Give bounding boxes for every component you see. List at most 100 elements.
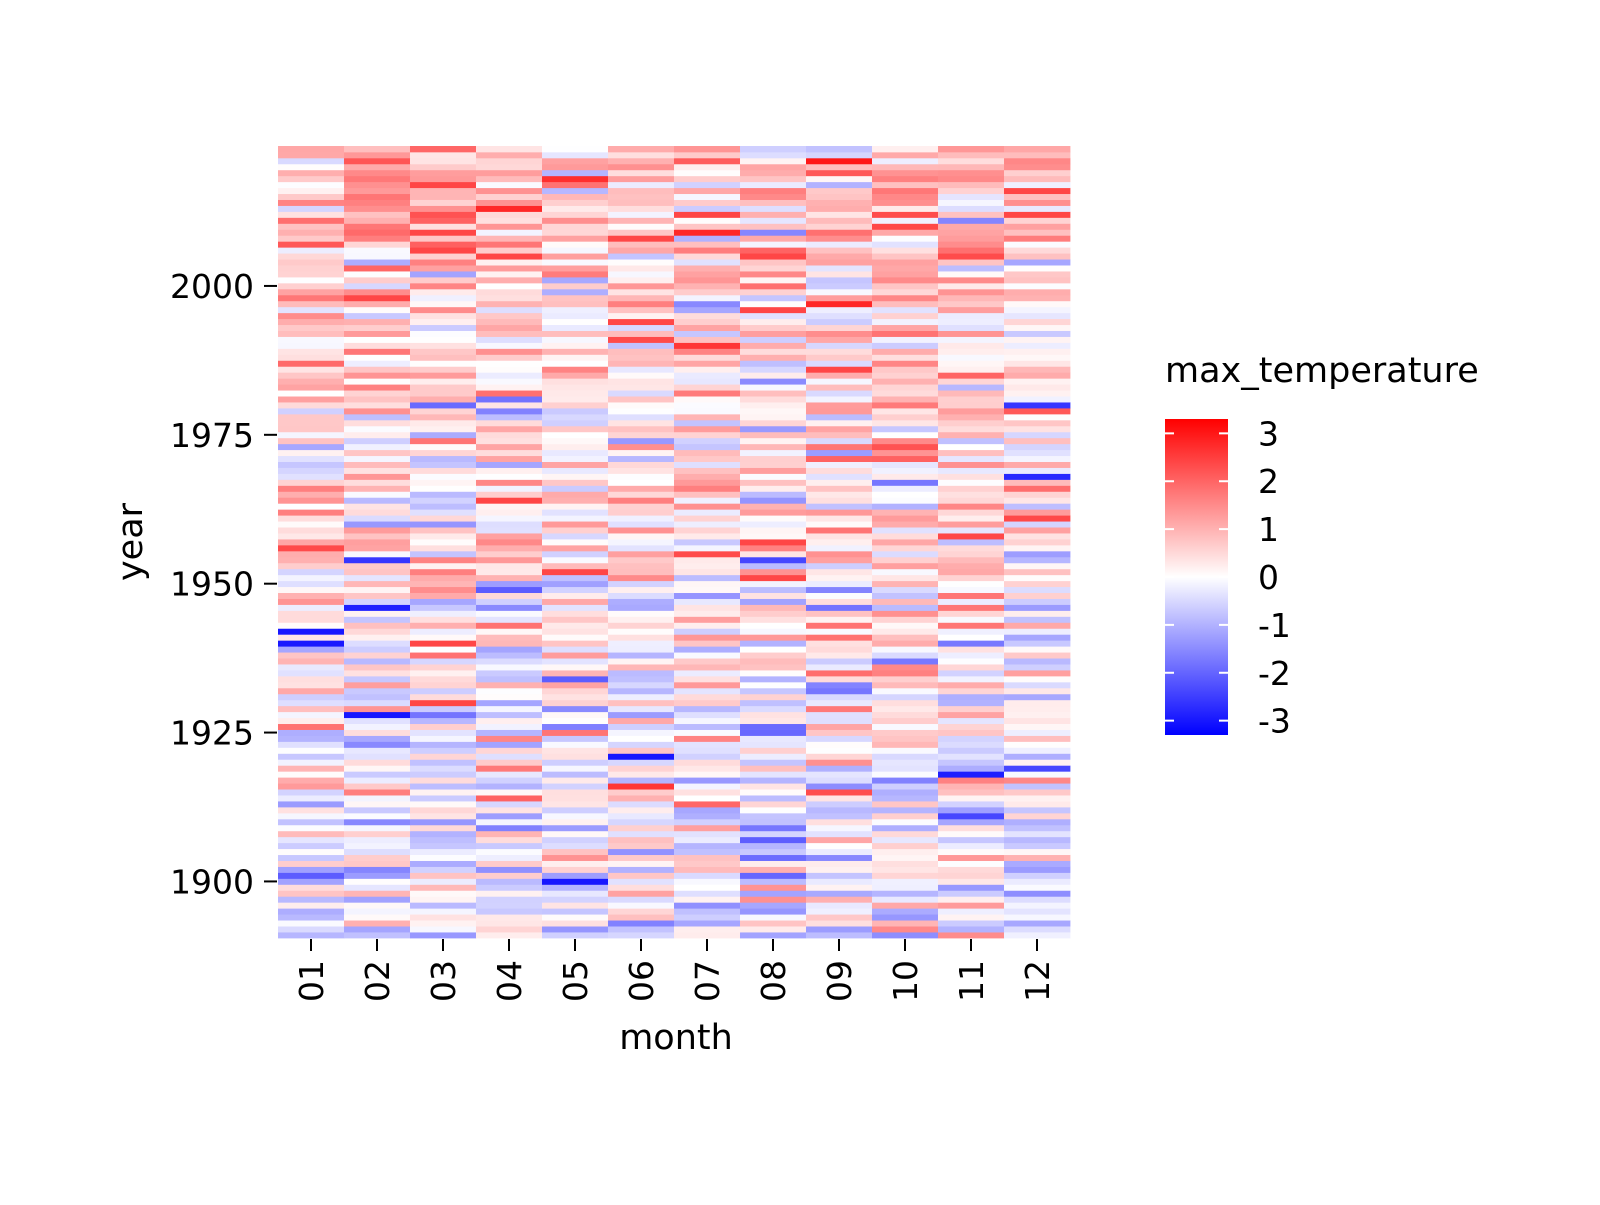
heatmap-cell — [872, 211, 939, 218]
heatmap-cell — [476, 729, 543, 736]
heatmap-cell — [410, 443, 477, 451]
heatmap-cell — [872, 241, 939, 248]
heatmap-cell — [410, 539, 477, 546]
heatmap-cell — [806, 914, 873, 921]
heatmap-cell — [410, 884, 477, 891]
heatmap-cell — [344, 217, 411, 224]
heatmap-cell — [344, 342, 411, 349]
heatmap-cell — [542, 217, 609, 224]
heatmap-cell — [278, 830, 345, 838]
heatmap-cell — [872, 687, 939, 695]
heatmap-cell — [410, 402, 477, 409]
heatmap-cell — [608, 330, 675, 337]
heatmap-cell — [344, 550, 411, 558]
heatmap-cell — [542, 812, 609, 820]
heatmap-cell — [542, 390, 609, 397]
heatmap-cell — [1004, 771, 1071, 778]
heatmap-cell — [938, 443, 1005, 451]
heatmap-cell — [410, 610, 477, 617]
heatmap-cell — [872, 253, 939, 260]
heatmap-cell — [938, 342, 1005, 349]
heatmap-cell — [674, 681, 741, 689]
heatmap-cell — [1004, 318, 1071, 326]
heatmap-cell — [278, 199, 345, 206]
heatmap-cell — [344, 860, 411, 867]
heatmap-cell — [806, 533, 873, 540]
heatmap-cell — [410, 366, 477, 373]
heatmap-cell — [740, 205, 807, 212]
heatmap-cell — [608, 580, 675, 588]
heatmap-cell — [872, 169, 939, 177]
heatmap-cell — [410, 157, 477, 165]
heatmap-cell — [542, 646, 609, 653]
heatmap-cell — [1004, 914, 1071, 921]
heatmap-cell — [674, 336, 741, 343]
heatmap-cell — [410, 628, 477, 635]
heatmap-cell — [344, 622, 411, 629]
heatmap-cell — [806, 330, 873, 337]
heatmap-cell — [410, 866, 477, 873]
heatmap-cell — [1004, 396, 1071, 403]
heatmap-cell — [872, 265, 939, 272]
heatmap-cell — [542, 789, 609, 796]
heatmap-cell — [344, 282, 411, 290]
heatmap-cell — [476, 717, 543, 725]
heatmap-cell — [740, 199, 807, 206]
heatmap-cell — [344, 628, 411, 635]
heatmap-cell — [740, 300, 807, 308]
heatmap-cell — [608, 342, 675, 349]
heatmap-cell — [938, 241, 1005, 248]
heatmap-cell — [410, 205, 477, 212]
heatmap-cell — [410, 503, 477, 510]
heatmap-cell — [740, 693, 807, 701]
heatmap-cell — [542, 896, 609, 903]
heatmap-cell — [410, 622, 477, 629]
heatmap-cell — [1004, 366, 1071, 373]
heatmap-cell — [344, 473, 411, 480]
heatmap-cell — [938, 146, 1005, 153]
heatmap-cell — [872, 658, 939, 665]
heatmap-cell — [938, 824, 1005, 832]
heatmap-cell — [1004, 681, 1071, 689]
x-tick-label: 09 — [820, 960, 859, 1002]
heatmap-cell — [476, 699, 543, 707]
heatmap-cell — [1004, 604, 1071, 611]
heatmap-cell — [674, 360, 741, 367]
heatmap-cell — [476, 509, 543, 516]
heatmap-cell — [542, 830, 609, 838]
heatmap-cell — [278, 932, 345, 939]
heatmap-cell — [476, 765, 543, 772]
heatmap-cell — [1004, 223, 1071, 230]
heatmap-cell — [938, 646, 1005, 653]
heatmap-cell — [410, 384, 477, 391]
heatmap-cell — [542, 884, 609, 891]
heatmap-cell — [278, 294, 345, 302]
heatmap-cell — [410, 390, 477, 397]
heatmap-cell — [542, 795, 609, 802]
heatmap-cell — [872, 586, 939, 594]
heatmap-cell — [608, 640, 675, 647]
heatmap-cell — [1004, 181, 1071, 189]
heatmap-cell — [938, 330, 1005, 337]
heatmap-cell — [410, 711, 477, 719]
heatmap-cell — [806, 568, 873, 576]
heatmap-cell — [1004, 455, 1071, 462]
heatmap-cell — [674, 795, 741, 802]
heatmap-cell — [1004, 610, 1071, 617]
heatmap-cell — [806, 408, 873, 415]
heatmap-cell — [542, 277, 609, 284]
heatmap-cell — [476, 544, 543, 552]
heatmap-cell — [542, 348, 609, 355]
heatmap-cell — [278, 806, 345, 814]
heatmap-cell — [608, 324, 675, 331]
heatmap-cell — [806, 151, 873, 159]
heatmap-cell — [344, 646, 411, 653]
heatmap-cell — [410, 830, 477, 838]
heatmap-cell — [938, 771, 1005, 778]
heatmap-cell — [938, 568, 1005, 576]
heatmap-cell — [542, 175, 609, 183]
heatmap-cell — [1004, 247, 1071, 254]
heatmap-cell — [806, 294, 873, 302]
heatmap-cell — [542, 318, 609, 326]
heatmap-cell — [806, 306, 873, 314]
